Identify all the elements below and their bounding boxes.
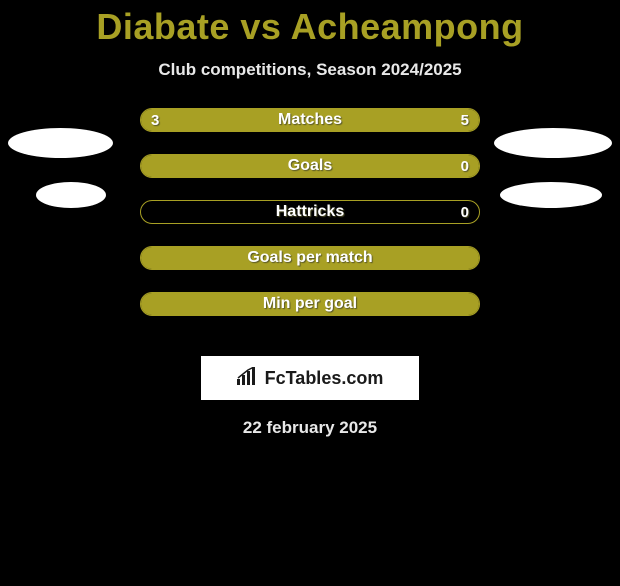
stat-fill-left bbox=[141, 247, 479, 269]
stat-value-right: 0 bbox=[461, 201, 469, 223]
stat-fill-right bbox=[268, 109, 479, 131]
stat-label: Hattricks bbox=[141, 201, 479, 223]
player-photo-placeholder bbox=[500, 182, 602, 208]
logo-chart-icon bbox=[237, 367, 259, 390]
page-title: Diabate vs Acheampong bbox=[0, 6, 620, 48]
footer-date: 22 february 2025 bbox=[0, 418, 620, 438]
player-photo-placeholder bbox=[36, 182, 106, 208]
stat-bar: 0Goals bbox=[140, 154, 480, 178]
player-photo-placeholder bbox=[8, 128, 113, 158]
stat-bar: 35Matches bbox=[140, 108, 480, 132]
stat-fill-left bbox=[141, 155, 479, 177]
stat-row: Goals per match bbox=[0, 246, 620, 292]
stat-fill-left bbox=[141, 109, 268, 131]
stat-row: Min per goal bbox=[0, 292, 620, 338]
stat-bar: Min per goal bbox=[140, 292, 480, 316]
stat-bar: 0Hattricks bbox=[140, 200, 480, 224]
logo-text: FcTables.com bbox=[265, 368, 384, 389]
player-photo-placeholder bbox=[494, 128, 612, 158]
stat-value-right: 0 bbox=[461, 155, 469, 177]
stat-row: 0Hattricks bbox=[0, 200, 620, 246]
logo-container: FcTables.com bbox=[201, 356, 419, 400]
stat-bar: Goals per match bbox=[140, 246, 480, 270]
stat-value-left: 3 bbox=[151, 109, 159, 131]
stat-value-right: 5 bbox=[461, 109, 469, 131]
page-subtitle: Club competitions, Season 2024/2025 bbox=[0, 60, 620, 80]
stat-fill-left bbox=[141, 293, 479, 315]
